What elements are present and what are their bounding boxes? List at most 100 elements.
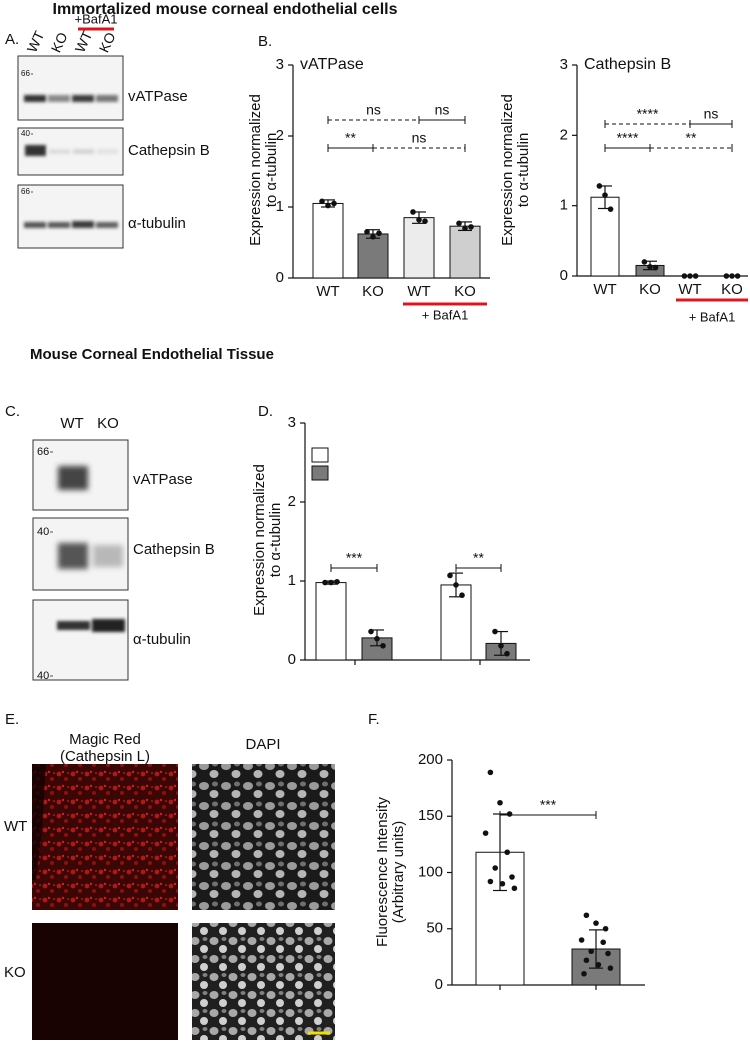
marker-label: 40 bbox=[21, 129, 30, 138]
data-point bbox=[605, 950, 611, 957]
data-point bbox=[468, 224, 474, 230]
data-point bbox=[578, 937, 585, 943]
data-point bbox=[504, 650, 510, 657]
marker-label: 66 bbox=[21, 187, 30, 196]
significance-label: ** bbox=[473, 550, 484, 566]
data-point bbox=[588, 948, 594, 955]
protein-label: Cathepsin B bbox=[133, 541, 215, 558]
protein-label: vATPase bbox=[128, 88, 188, 105]
y-tick-label: 0 bbox=[435, 976, 443, 993]
y-axis-label: Expression normalized bbox=[247, 94, 264, 246]
data-point bbox=[729, 273, 735, 279]
significance-label: **** bbox=[617, 130, 639, 146]
blot-a: +BafA1 WT KO WT KO 66 vATPase 40 Catheps… bbox=[17, 11, 210, 249]
stain-label: DAPI bbox=[245, 736, 280, 753]
y-tick-label: 0 bbox=[288, 651, 296, 668]
data-point bbox=[511, 885, 518, 892]
protein-label: Cathepsin B bbox=[128, 142, 210, 159]
panel-label: A. bbox=[5, 31, 19, 48]
data-point bbox=[583, 957, 590, 964]
y-axis-label: Expression normalized bbox=[499, 94, 516, 246]
data-point bbox=[368, 628, 374, 635]
bar bbox=[357, 233, 389, 279]
data-point bbox=[370, 234, 376, 240]
blot-box bbox=[17, 55, 124, 121]
data-point bbox=[492, 628, 498, 635]
y-axis-label: to α-tubulin bbox=[515, 133, 532, 208]
y-tick-label: 0 bbox=[276, 269, 284, 286]
treatment-label: +BafA1 bbox=[74, 11, 117, 26]
data-point bbox=[602, 192, 608, 198]
panel-label: C. bbox=[5, 403, 20, 420]
significance-label: ns bbox=[704, 106, 719, 122]
protein-label: vATPase bbox=[133, 471, 193, 488]
x-tick-label: WT bbox=[678, 281, 701, 298]
data-point bbox=[374, 635, 380, 642]
data-point bbox=[681, 273, 688, 279]
data-point bbox=[459, 592, 465, 599]
bands bbox=[58, 543, 123, 569]
data-point bbox=[453, 582, 459, 588]
blot-c: WT KO 66 vATPase 40 Cathepsin B 40 α-tub… bbox=[32, 415, 215, 682]
bands bbox=[24, 95, 118, 102]
y-tick-label: 150 bbox=[418, 807, 443, 824]
x-tick-label: KO bbox=[639, 281, 661, 298]
data-point bbox=[328, 579, 334, 586]
x-tick-label: WT bbox=[407, 283, 430, 300]
significance-label: *** bbox=[540, 797, 557, 813]
blot-box bbox=[32, 599, 129, 681]
data-point bbox=[416, 216, 422, 223]
y-tick-label: 2 bbox=[276, 127, 284, 144]
data-point bbox=[410, 209, 416, 215]
y-axis-label: to α-tubulin bbox=[267, 503, 284, 578]
bands bbox=[58, 466, 88, 490]
bands bbox=[24, 221, 118, 228]
y-tick-label: 2 bbox=[560, 126, 568, 143]
data-point bbox=[602, 925, 609, 932]
data-point bbox=[380, 642, 386, 649]
y-axis-label: Fluorescence Intensity bbox=[374, 796, 391, 947]
bar bbox=[403, 217, 435, 279]
data-point bbox=[364, 229, 370, 235]
data-point bbox=[322, 579, 328, 586]
y-tick-label: 1 bbox=[560, 197, 568, 214]
data-point bbox=[376, 230, 382, 237]
protein-label: α-tubulin bbox=[128, 215, 186, 232]
x-tick-label: KO bbox=[454, 283, 476, 300]
image-dapi-ko bbox=[192, 923, 335, 1040]
data-point bbox=[487, 769, 494, 776]
data-point bbox=[499, 880, 506, 887]
data-point bbox=[596, 183, 603, 189]
data-point bbox=[600, 939, 606, 946]
marker-label: 40 bbox=[37, 670, 49, 682]
bands bbox=[25, 145, 118, 156]
x-tick-label: WT bbox=[316, 283, 339, 300]
significance-label: ns bbox=[366, 102, 381, 118]
image-shadow bbox=[32, 764, 46, 880]
y-tick-label: 0 bbox=[560, 267, 568, 284]
row-label: WT bbox=[4, 818, 27, 835]
image-magic-red-ko bbox=[32, 923, 178, 1040]
data-point bbox=[492, 865, 499, 871]
x-tick-label: WT bbox=[593, 281, 616, 298]
y-axis-label: to α-tubulin bbox=[263, 133, 280, 208]
data-point bbox=[487, 878, 494, 885]
data-point bbox=[583, 912, 590, 919]
bar bbox=[315, 582, 347, 661]
data-point bbox=[456, 220, 462, 227]
data-point bbox=[498, 642, 504, 649]
section-title: Mouse Corneal Endothelial Tissue bbox=[30, 346, 274, 363]
lane-label: WT bbox=[72, 28, 96, 55]
x-tick-label: KO bbox=[362, 283, 384, 300]
data-point bbox=[607, 965, 614, 971]
marker-label: 40 bbox=[37, 526, 49, 538]
y-tick-label: 2 bbox=[288, 493, 296, 510]
y-tick-label: 200 bbox=[418, 751, 443, 768]
data-point bbox=[593, 920, 599, 926]
data-point bbox=[692, 273, 699, 279]
panel-label: D. bbox=[258, 403, 273, 420]
significance-label: ** bbox=[345, 130, 356, 146]
significance-label: ns bbox=[435, 102, 450, 118]
significance-label: **** bbox=[637, 106, 659, 122]
